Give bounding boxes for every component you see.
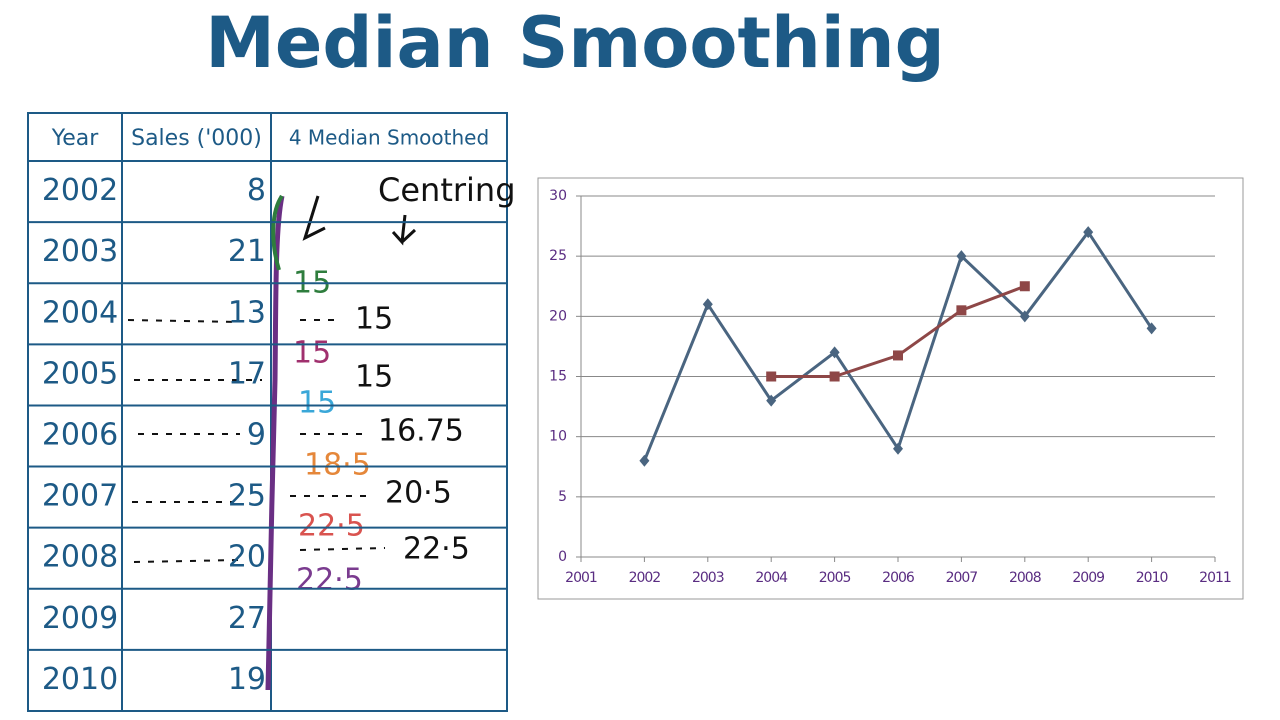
marker: [893, 442, 903, 455]
bracket-stroke: [271, 194, 284, 271]
annotation: 15: [298, 386, 336, 421]
x-tick-label: 2004: [755, 570, 788, 586]
annotation: 18·5: [304, 448, 371, 483]
page-title: Median Smoothing: [205, 2, 944, 84]
x-tick-label: 2006: [882, 570, 915, 586]
x-tick-label: 2010: [1136, 570, 1168, 586]
arrow: [302, 195, 417, 246]
y-tick-label: 0: [558, 549, 567, 565]
x-tick-label: 2008: [1009, 570, 1041, 586]
y-tick-label: 10: [549, 429, 567, 445]
chart-frame: [537, 177, 1244, 600]
table-border: [27, 112, 508, 712]
annotation: 15: [293, 336, 331, 371]
table-cell: 21: [228, 234, 266, 269]
table-cell: 8: [247, 173, 266, 208]
table-cell: 2010: [42, 662, 118, 697]
x-tick-label: 2001: [565, 570, 597, 586]
table-cell: 2008: [42, 540, 118, 575]
marker: [893, 350, 903, 361]
bracket-stroke: [265, 195, 285, 691]
marker: [829, 346, 840, 359]
marker: [1146, 322, 1157, 335]
annotation: 20·5: [385, 476, 452, 511]
table-cell: 13: [228, 295, 266, 330]
y-tick-label: 15: [549, 369, 567, 385]
table-cell: 2009: [42, 601, 118, 636]
y-tick-label: 5: [558, 489, 567, 505]
y-tick-label: 30: [549, 188, 567, 204]
y-tick-label: 20: [549, 308, 567, 324]
y-tick-label: 25: [549, 248, 567, 264]
table-cell: 9: [247, 418, 266, 453]
marker: [702, 298, 713, 311]
table-cell: 27: [228, 601, 266, 636]
annotation: 16.75: [378, 414, 464, 449]
table-cell: 25: [228, 479, 266, 514]
table-cell: 17: [228, 356, 266, 391]
table-cell: 2007: [42, 479, 118, 514]
annotation: 15: [355, 360, 393, 395]
x-tick-label: 2005: [819, 570, 851, 586]
x-tick-label: 2011: [1199, 570, 1231, 586]
table-cell: 2003: [42, 234, 118, 269]
x-tick-label: 2002: [629, 570, 661, 586]
marker: [956, 250, 967, 263]
annotation: 22·5: [403, 532, 470, 567]
marker: [1019, 310, 1030, 323]
table-cell: 19: [228, 662, 266, 697]
annotation: 22·5: [296, 563, 363, 598]
annotation: 15: [355, 302, 393, 337]
marker: [1083, 226, 1094, 239]
table-cell: 2004: [42, 295, 118, 330]
marker: [956, 305, 967, 316]
table-header: 4 Median Smoothed: [289, 126, 489, 150]
marker: [766, 394, 777, 407]
table-cell: 20: [228, 540, 266, 575]
table-cell: 2002: [42, 173, 118, 208]
marker: [829, 371, 840, 382]
table-header: Year: [51, 126, 100, 151]
marker: [1019, 281, 1030, 292]
marker: [766, 371, 777, 382]
x-tick-label: 2009: [1072, 570, 1104, 586]
annotation: 22·5: [298, 509, 365, 544]
marker: [639, 454, 650, 467]
x-tick-label: 2003: [692, 570, 724, 586]
table-header: Sales ('000): [131, 126, 262, 151]
x-tick-label: 2007: [946, 570, 978, 586]
table-cell: 2006: [42, 418, 118, 453]
annotation: Centring: [378, 171, 516, 209]
handwriting: Centring 15 15 15 18·5 22·5 22·5 15 15 1…: [127, 171, 516, 691]
table-cell: 2005: [42, 356, 118, 391]
dashed-arrows: [127, 319, 386, 563]
